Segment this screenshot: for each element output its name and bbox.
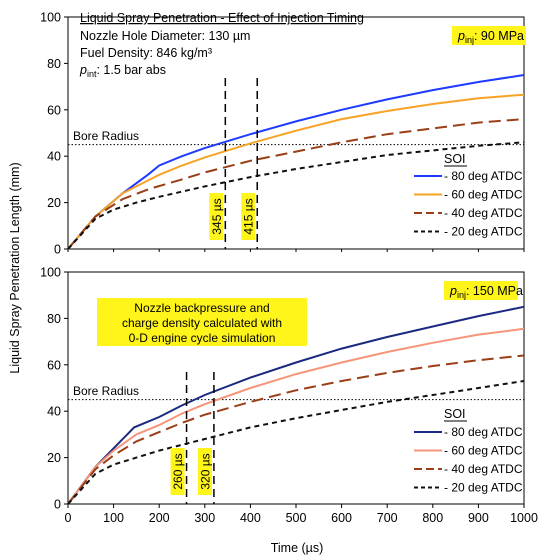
series-line-2 [67,93,525,250]
marker-label-bg [170,448,185,495]
series-line-3 [67,354,525,505]
legend-entry: - 80 deg ATDC [444,425,523,439]
x-tick-label: 400 [240,511,261,525]
marker-label: 345 µs [209,193,224,240]
series-line-2 [67,327,525,505]
pinj-label-text: pinj: 150 MPa [449,284,523,300]
info-line: Fuel Density: 846 kg/m³ [80,46,212,60]
marker-label-text: 320 µs [198,453,212,489]
x-axis-label: Time (µs) [271,541,324,555]
pint-line: pint: 1.5 bar abs [79,63,166,79]
y-tick-label: 40 [47,150,61,164]
legend-entry: - 60 deg ATDC [444,444,523,458]
y-tick-label: 40 [47,405,61,419]
y-tick-label: 60 [47,358,61,372]
y-tick-label: 0 [54,243,61,257]
pinj-label: pinj: 90 MPa [452,26,526,45]
series-line-4 [67,141,525,250]
note-line: charge density calculated with [122,316,282,330]
y-tick-label: 20 [47,451,61,465]
legend-entry: - 60 deg ATDC [444,188,523,202]
marker-label-text: 415 µs [242,198,256,234]
legend-title: SOI [444,407,466,421]
marker-label-text: 345 µs [210,198,224,234]
x-tick-label: 500 [286,511,307,525]
marker-label-bg [197,448,212,495]
x-tick-label: 300 [194,511,215,525]
legend-entry: - 40 deg ATDC [444,462,523,476]
y-tick-label: 80 [47,57,61,71]
bore-radius-label: Bore Radius [73,129,139,143]
pinj-label-bg [444,281,518,300]
marker-label-text: 260 µs [171,453,185,489]
marker-label-bg [209,193,224,240]
x-tick-label: 700 [377,511,398,525]
y-tick-label: 60 [47,103,61,117]
note-line: 0-D engine cycle simulation [129,331,276,345]
legend-entry: - 20 deg ATDC [444,225,523,239]
note-line: Nozzle backpressure and [134,301,269,315]
bore-radius-label: Bore Radius [73,384,139,398]
pinj-label-text: pinj: 90 MPa [457,29,524,45]
info-line: Nozzle Hole Diameter: 130 µm [80,29,250,43]
x-tick-label: 100 [103,511,124,525]
x-tick-label: 0 [65,511,72,525]
pinj-label-bg [452,26,526,45]
series-line-3 [67,118,525,250]
series-line-1 [67,305,525,505]
y-tick-label: 0 [54,498,61,512]
y-tick-label: 80 [47,312,61,326]
y-tick-label: 20 [47,196,61,210]
series-line-4 [67,380,525,505]
legend-title: SOI [444,152,466,166]
chart-title: Liquid Spray Penetration - Effect of Inj… [80,11,364,25]
y-tick-label: 100 [40,11,61,25]
marker-label: 320 µs [197,448,212,495]
legend-entry: - 40 deg ATDC [444,206,523,220]
x-tick-label: 200 [149,511,170,525]
legend-entry: - 80 deg ATDC [444,169,523,183]
y-tick-label: 100 [40,266,61,280]
top-panel: 0 20 40 60 80 100 Bore Radius 345 µs 415 µs SOI - … [40,11,526,257]
note-box [97,298,307,346]
x-tick-label: 800 [422,511,443,525]
x-tick-label: 900 [468,511,489,525]
marker-label: 260 µs [170,448,185,495]
x-tick-label: 600 [331,511,352,525]
legend-entry: - 20 deg ATDC [444,481,523,495]
pinj-label: pinj: 150 MPa [444,281,523,300]
y-axis-label: Liquid Spray Penetration Length (mm) [8,162,22,373]
x-tick-label: 1000 [510,511,538,525]
marker-label: 415 µs [241,193,256,240]
marker-label-bg [241,193,256,240]
